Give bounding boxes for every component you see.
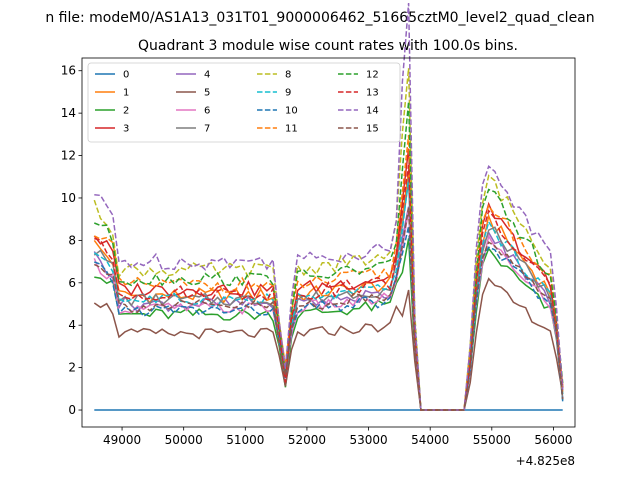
series-line-9 [93,178,564,411]
y-tick-label: 6 [68,276,76,290]
x-axis-offset-label: +4.825e8 [516,454,575,468]
plot-area: 49000 50000 51000 52000 53000 54000 55000 56000… [61,2,576,447]
y-tick-label: 12 [61,149,76,163]
legend-entry-label: 10 [285,106,298,117]
y-tick-label: 8 [68,233,76,247]
y-tick-label: 4 [68,318,76,332]
x-tick-label: 50000 [165,433,203,447]
y-tick-label: 16 [61,64,76,78]
y-tick-label: 2 [68,361,76,375]
y-tick-label: 10 [61,191,76,205]
x-tick-label: 54000 [411,433,449,447]
legend-entry-label: 13 [366,88,379,99]
x-tick-label: 49000 [103,433,141,447]
legend-entry-label: 0 [123,70,129,81]
legend-entry-label: 7 [204,124,210,135]
legend-entry-label: 4 [204,70,210,81]
legend-entry-label: 14 [366,106,379,117]
x-tick-label: 52000 [288,433,326,447]
chart-title: Quadrant 3 module wise count rates with … [138,38,518,54]
series-line-8 [93,68,564,411]
x-tick-label: 53000 [349,433,387,447]
legend-entry-label: 1 [123,88,129,99]
series-line-13 [94,164,564,411]
legend-entry-label: 8 [285,70,291,81]
series-line-15 [93,207,564,411]
legend-entry-label: 5 [204,88,210,99]
legend-entry-label: 15 [366,124,379,135]
axes-frame [81,57,576,428]
legend-entry-label: 3 [123,124,129,135]
series-line-3 [93,148,564,411]
series-line-2 [94,238,564,411]
series-line-7 [93,181,564,411]
series-line-12 [94,101,564,411]
legend-entry-label: 12 [366,70,379,81]
y-tick-label: 14 [61,106,76,120]
x-tick-label: 56000 [534,433,572,447]
legend-entry-label: 2 [123,106,129,117]
series-line-14 [94,2,564,411]
legend-entry-label: 11 [285,124,298,135]
legend-box [87,62,401,143]
x-tick-label: 55000 [473,433,511,447]
y-tick-label: 0 [68,403,76,417]
figure-suptitle: n file: modeM0/AS1A13_031T01_9000006462_… [45,10,594,26]
series-group [93,2,564,411]
x-tick-label: 51000 [226,433,264,447]
legend-entry-label: 6 [204,106,210,117]
legend-entry-label: 9 [285,88,291,99]
series-line-5 [93,277,564,411]
